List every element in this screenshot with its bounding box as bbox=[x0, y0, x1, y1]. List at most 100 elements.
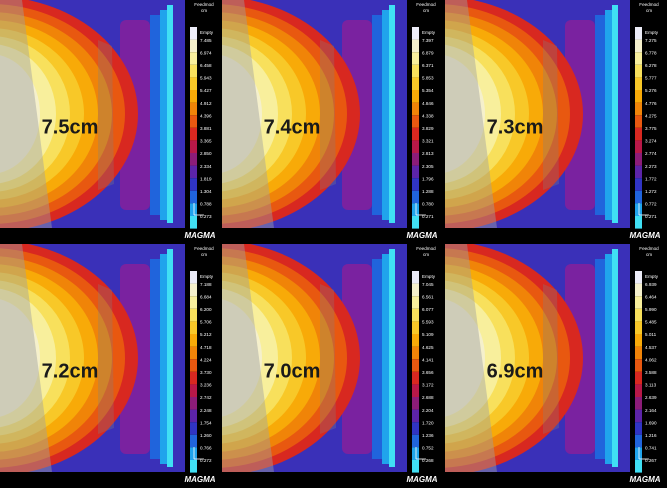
legend-value: 4.224 bbox=[200, 357, 212, 362]
legend-swatch bbox=[635, 191, 642, 204]
contour-band bbox=[612, 5, 618, 223]
legend-swatch bbox=[190, 27, 197, 40]
legend-value: 2.164 bbox=[645, 408, 657, 413]
contour-band bbox=[160, 10, 168, 220]
legend-swatch bbox=[635, 128, 642, 141]
panel-label: 7.4cm bbox=[264, 116, 321, 138]
legend-value: 5.777 bbox=[645, 76, 657, 81]
legend-value: 7.275 bbox=[645, 38, 657, 43]
legend-value: 4.776 bbox=[645, 101, 657, 106]
legend-value: 4.537 bbox=[645, 345, 657, 350]
legend-swatch bbox=[635, 410, 642, 423]
legend-swatch bbox=[635, 271, 642, 284]
mold-side bbox=[320, 40, 336, 190]
legend-swatch bbox=[190, 447, 197, 460]
contour-band bbox=[167, 5, 173, 223]
legend-value: 1.819 bbox=[200, 176, 212, 181]
legend-value: 6.278 bbox=[645, 63, 657, 68]
legend-value: 3.113 bbox=[645, 383, 657, 388]
legend-swatch bbox=[190, 359, 197, 372]
legend-swatch bbox=[412, 65, 419, 78]
legend-swatch bbox=[412, 359, 419, 372]
legend-swatch bbox=[412, 166, 419, 179]
legend-value: 1.216 bbox=[645, 433, 657, 438]
legend-value: 2.850 bbox=[200, 151, 212, 156]
legend-value: 5.276 bbox=[645, 88, 657, 93]
legend-swatch bbox=[190, 384, 197, 397]
legend-swatch bbox=[635, 359, 642, 372]
legend-swatch bbox=[412, 347, 419, 360]
legend-swatch bbox=[635, 178, 642, 191]
legend-swatch bbox=[412, 40, 419, 53]
panel: 7.5cmFeedmodcmEmpty7.4856.9746.4585.9435… bbox=[0, 0, 216, 240]
legend-title: Feedmod bbox=[639, 246, 659, 251]
panel-label: 7.5cm bbox=[42, 116, 99, 138]
legend-value: 2.273 bbox=[645, 164, 657, 169]
legend-swatch bbox=[190, 103, 197, 116]
legend-swatch bbox=[412, 435, 419, 448]
legend-swatch bbox=[412, 372, 419, 385]
legend-swatch bbox=[190, 284, 197, 297]
legend-swatch bbox=[190, 347, 197, 360]
legend-swatch bbox=[190, 203, 197, 216]
legend-swatch bbox=[190, 397, 197, 410]
legend-swatch bbox=[190, 153, 197, 166]
panel-label: 7.2cm bbox=[42, 360, 99, 382]
legend-value: 6.778 bbox=[645, 50, 657, 55]
legend-value: 5.990 bbox=[645, 307, 657, 312]
legend-value: 5.853 bbox=[422, 76, 434, 81]
legend-empty: Empty bbox=[645, 274, 659, 279]
legend-swatch bbox=[635, 77, 642, 90]
legend-swatch bbox=[412, 410, 419, 423]
legend-swatch bbox=[412, 191, 419, 204]
legend-swatch bbox=[190, 309, 197, 322]
legend-value: 4.718 bbox=[200, 345, 212, 350]
legend-value: 0.741 bbox=[645, 446, 657, 451]
legend-swatch bbox=[635, 422, 642, 435]
legend-swatch bbox=[190, 128, 197, 141]
legend-swatch bbox=[190, 166, 197, 179]
logo: MAGMA bbox=[629, 475, 660, 484]
legend-value: 5.109 bbox=[422, 332, 434, 337]
legend-value: 0.788 bbox=[200, 202, 212, 207]
legend-swatch bbox=[190, 40, 197, 53]
legend-swatch bbox=[412, 216, 419, 229]
legend-value: 2.688 bbox=[422, 395, 434, 400]
legend-swatch bbox=[412, 77, 419, 90]
legend-value: 7.485 bbox=[200, 38, 212, 43]
legend-value: 6.879 bbox=[422, 50, 434, 55]
contour-band bbox=[167, 249, 173, 467]
legend-value: 7.188 bbox=[200, 282, 212, 287]
legend-swatch bbox=[635, 153, 642, 166]
legend-value: 5.706 bbox=[200, 320, 212, 325]
legend-value: 3.881 bbox=[200, 126, 212, 131]
legend-swatch bbox=[190, 216, 197, 229]
legend-swatch bbox=[412, 422, 419, 435]
legend-swatch bbox=[635, 384, 642, 397]
legend-value: 4.275 bbox=[645, 113, 657, 118]
legend-title: Feedmod bbox=[416, 2, 436, 7]
contour-band bbox=[395, 0, 407, 228]
legend-title: Feedmod bbox=[194, 2, 214, 7]
legend-swatch bbox=[635, 40, 642, 53]
panel-label: 7.3cm bbox=[487, 116, 544, 138]
legend-swatch bbox=[635, 284, 642, 297]
legend-value: 2.305 bbox=[422, 164, 434, 169]
legend-value: 7.397 bbox=[422, 38, 434, 43]
legend-value: 3.829 bbox=[422, 126, 434, 131]
legend-swatch bbox=[190, 140, 197, 153]
legend-swatch bbox=[635, 347, 642, 360]
legend-swatch bbox=[412, 296, 419, 309]
mold-side bbox=[320, 284, 336, 434]
legend-value: 6.561 bbox=[422, 294, 434, 299]
legend-value: 2.204 bbox=[422, 408, 434, 413]
legend-value: 2.334 bbox=[200, 164, 212, 169]
legend-swatch bbox=[635, 166, 642, 179]
legend-value: 0.766 bbox=[200, 446, 212, 451]
legend-empty: Empty bbox=[422, 30, 436, 35]
legend-value: 0.772 bbox=[645, 202, 657, 207]
contour-band bbox=[618, 0, 630, 228]
legend-swatch bbox=[190, 77, 197, 90]
legend-swatch bbox=[190, 321, 197, 334]
legend-swatch bbox=[412, 321, 419, 334]
